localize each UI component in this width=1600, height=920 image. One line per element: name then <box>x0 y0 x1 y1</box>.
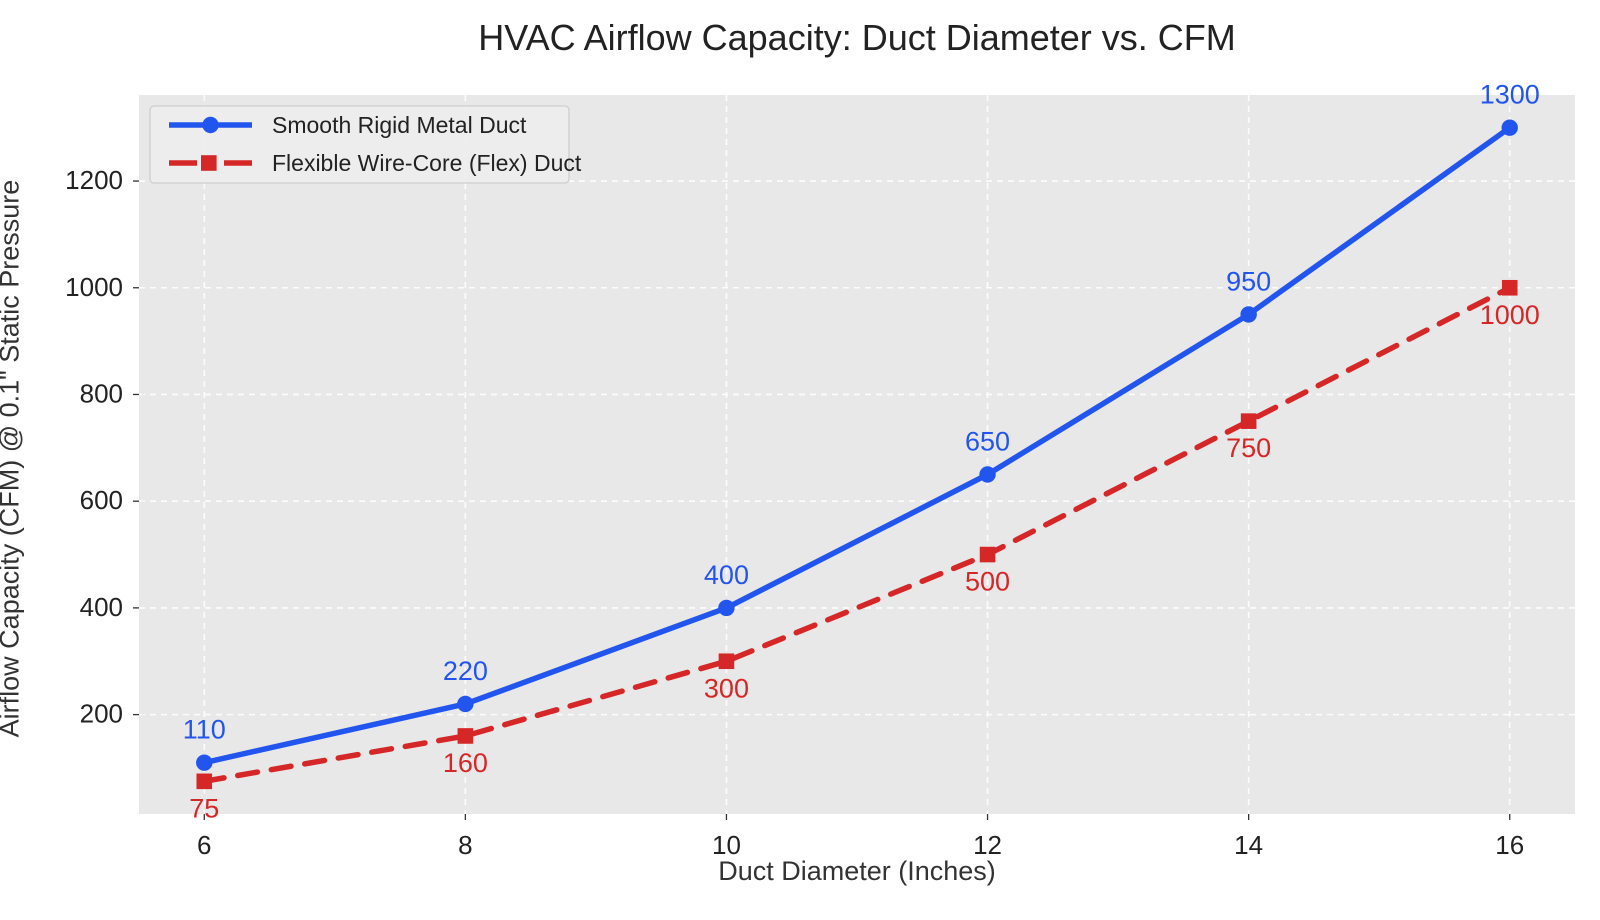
svg-text:1000: 1000 <box>1480 300 1540 330</box>
svg-text:Flexible Wire-Core (Flex) Duct: Flexible Wire-Core (Flex) Duct <box>272 150 582 176</box>
svg-text:650: 650 <box>965 427 1010 457</box>
svg-text:Smooth Rigid Metal Duct: Smooth Rigid Metal Duct <box>272 112 527 138</box>
svg-text:110: 110 <box>183 715 226 745</box>
svg-text:1000: 1000 <box>65 272 123 302</box>
svg-text:400: 400 <box>704 560 749 590</box>
svg-text:400: 400 <box>80 592 123 622</box>
svg-text:600: 600 <box>80 485 123 515</box>
svg-text:500: 500 <box>965 567 1010 597</box>
svg-text:1200: 1200 <box>65 165 123 195</box>
svg-text:800: 800 <box>80 378 123 408</box>
svg-text:200: 200 <box>80 699 123 729</box>
svg-text:75: 75 <box>189 793 219 823</box>
svg-text:750: 750 <box>1226 433 1271 463</box>
svg-text:160: 160 <box>443 748 488 778</box>
svg-text:1300: 1300 <box>1480 80 1540 110</box>
svg-text:950: 950 <box>1226 266 1271 296</box>
svg-text:220: 220 <box>443 656 488 686</box>
svg-text:300: 300 <box>704 673 749 703</box>
